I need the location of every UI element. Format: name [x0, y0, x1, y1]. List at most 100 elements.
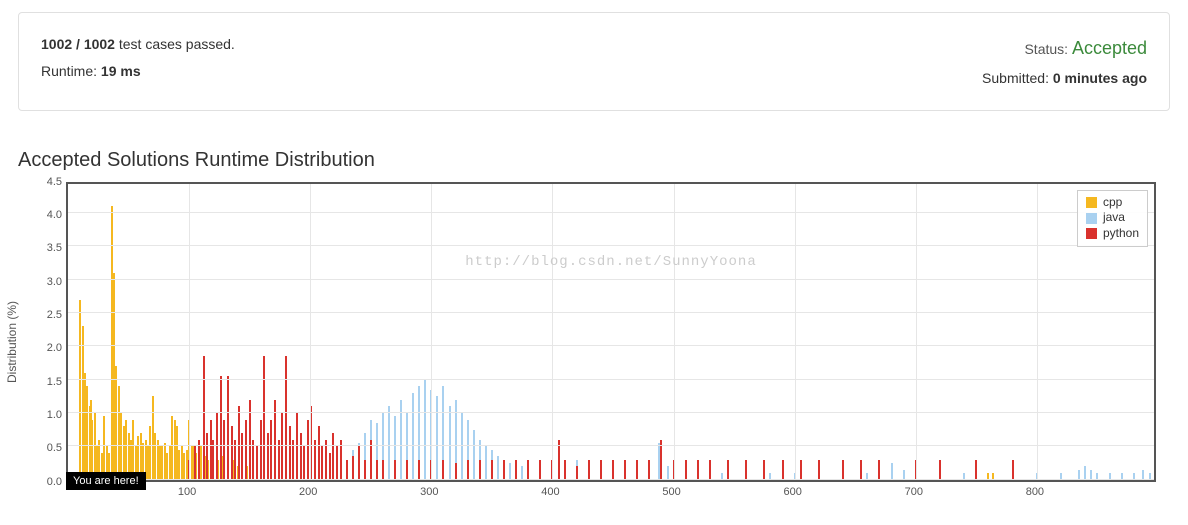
bar-python[interactable] — [491, 460, 493, 480]
y-tick-label: 3.0 — [32, 276, 62, 288]
bar-python[interactable] — [256, 446, 258, 479]
gridline-h — [68, 412, 1154, 413]
bar-python[interactable] — [455, 463, 457, 480]
bar-python[interactable] — [800, 460, 802, 480]
bar-python[interactable] — [281, 413, 283, 480]
bar-python[interactable] — [612, 460, 614, 480]
bar-python[interactable] — [382, 460, 384, 480]
bar-python[interactable] — [352, 456, 354, 479]
bar-python[interactable] — [321, 446, 323, 479]
y-tick-label: 2.0 — [32, 342, 62, 354]
bar-python[interactable] — [364, 460, 366, 480]
bar-java[interactable] — [521, 466, 523, 479]
bar-python[interactable] — [479, 460, 481, 480]
bar-python[interactable] — [346, 460, 348, 480]
bar-python[interactable] — [763, 460, 765, 480]
legend-label: cpp — [1103, 195, 1122, 211]
bar-java[interactable] — [461, 413, 463, 480]
bar-python[interactable] — [336, 446, 338, 479]
bar-java[interactable] — [485, 446, 487, 479]
bar-python[interactable] — [818, 460, 820, 480]
bar-python[interactable] — [238, 406, 240, 479]
bar-python[interactable] — [939, 460, 941, 480]
plot-area[interactable]: http://blog.csdn.net/SunnyYoona cppjavap… — [66, 182, 1156, 482]
bar-python[interactable] — [539, 460, 541, 480]
legend-swatch — [1086, 228, 1097, 239]
bar-python[interactable] — [588, 460, 590, 480]
bar-python[interactable] — [231, 426, 233, 479]
bar-python[interactable] — [263, 356, 265, 479]
x-tick-label: 800 — [1026, 486, 1044, 498]
bar-python[interactable] — [318, 426, 320, 479]
bar-python[interactable] — [648, 460, 650, 480]
bar-python[interactable] — [267, 433, 269, 480]
bar-java[interactable] — [891, 463, 893, 480]
bar-java[interactable] — [388, 406, 390, 479]
bar-python[interactable] — [975, 460, 977, 480]
bar-python[interactable] — [245, 420, 247, 480]
legend-label: python — [1103, 226, 1139, 242]
bar-python[interactable] — [270, 420, 272, 480]
bar-java[interactable] — [473, 430, 475, 480]
bar-java[interactable] — [436, 396, 438, 479]
bar-python[interactable] — [220, 376, 222, 479]
bar-python[interactable] — [1012, 460, 1014, 480]
x-tick-label: 700 — [905, 486, 923, 498]
bar-java[interactable] — [1084, 466, 1086, 479]
y-axis: 0.00.51.01.52.02.53.03.54.04.5 — [32, 182, 62, 482]
bar-python[interactable] — [241, 433, 243, 480]
bar-java[interactable] — [449, 406, 451, 479]
bar-java[interactable] — [412, 393, 414, 480]
bar-java[interactable] — [509, 463, 511, 480]
bar-python[interactable] — [216, 413, 218, 480]
bar-python[interactable] — [289, 426, 291, 479]
bar-python[interactable] — [745, 460, 747, 480]
bar-python[interactable] — [624, 460, 626, 480]
bar-python[interactable] — [227, 376, 229, 479]
bar-python[interactable] — [842, 460, 844, 480]
bar-python[interactable] — [376, 460, 378, 480]
y-tick-label: 1.0 — [32, 409, 62, 421]
bar-python[interactable] — [503, 460, 505, 480]
bar-python[interactable] — [442, 460, 444, 480]
bar-python[interactable] — [600, 460, 602, 480]
bar-python[interactable] — [303, 446, 305, 479]
bar-java[interactable] — [424, 380, 426, 480]
bar-python[interactable] — [878, 460, 880, 480]
bar-python[interactable] — [329, 453, 331, 480]
bar-python[interactable] — [206, 433, 208, 480]
bar-java[interactable] — [667, 466, 669, 479]
legend-item-cpp[interactable]: cpp — [1086, 195, 1139, 211]
bar-python[interactable] — [636, 460, 638, 480]
bar-python[interactable] — [576, 466, 578, 479]
bar-python[interactable] — [260, 420, 262, 480]
bar-python[interactable] — [223, 420, 225, 480]
bar-python[interactable] — [727, 460, 729, 480]
bar-python[interactable] — [406, 460, 408, 480]
bar-python[interactable] — [285, 356, 287, 479]
bar-python[interactable] — [418, 460, 420, 480]
bar-python[interactable] — [300, 433, 302, 480]
legend-item-java[interactable]: java — [1086, 210, 1139, 226]
bar-python[interactable] — [685, 460, 687, 480]
bar-python[interactable] — [564, 460, 566, 480]
bar-python[interactable] — [358, 446, 360, 479]
y-tick-label: 4.0 — [32, 209, 62, 221]
bar-python[interactable] — [709, 460, 711, 480]
bar-python[interactable] — [467, 460, 469, 480]
gridline-h — [68, 445, 1154, 446]
bar-python[interactable] — [527, 460, 529, 480]
legend-item-python[interactable]: python — [1086, 226, 1139, 242]
bar-python[interactable] — [307, 420, 309, 480]
bar-python[interactable] — [515, 460, 517, 480]
bar-python[interactable] — [394, 460, 396, 480]
bar-python[interactable] — [203, 356, 205, 479]
bar-python[interactable] — [697, 460, 699, 480]
y-tick-label: 2.5 — [32, 309, 62, 321]
bar-python[interactable] — [860, 460, 862, 480]
bar-python[interactable] — [194, 446, 196, 479]
bar-python[interactable] — [782, 460, 784, 480]
bar-python[interactable] — [296, 413, 298, 480]
bar-python[interactable] — [332, 433, 334, 480]
bar-java[interactable] — [497, 456, 499, 479]
